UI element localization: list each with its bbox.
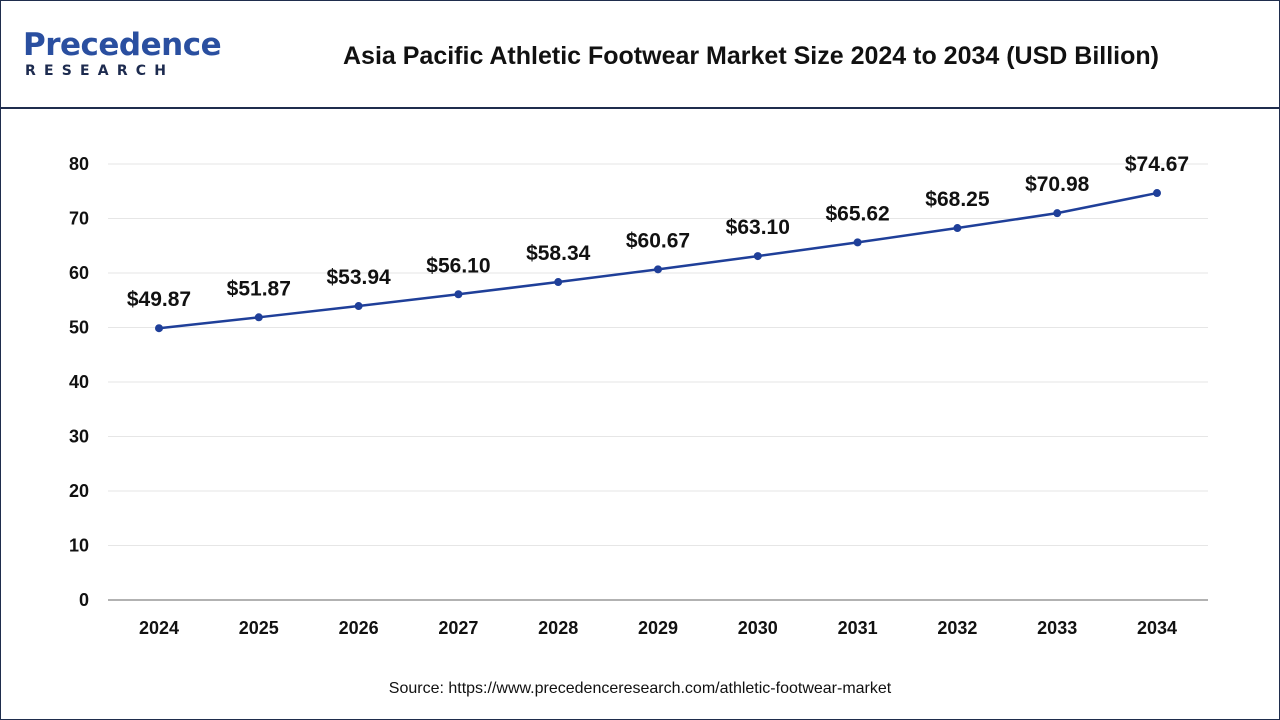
data-point xyxy=(554,278,563,287)
x-tick-label: 2032 xyxy=(937,618,977,638)
y-tick-label: 70 xyxy=(69,209,89,229)
data-label: $53.94 xyxy=(326,266,391,289)
logo-subtitle: RESEARCH xyxy=(25,63,175,79)
data-point xyxy=(1153,189,1161,198)
logo-wordmark: Precedence xyxy=(23,27,222,63)
data-label: $51.87 xyxy=(227,277,291,300)
y-tick-label: 10 xyxy=(69,536,89,556)
x-tick-label: 2024 xyxy=(139,618,179,638)
x-tick-label: 2029 xyxy=(638,618,678,638)
chart-title: Asia Pacific Athletic Footwear Market Si… xyxy=(343,42,1159,70)
data-point xyxy=(654,265,662,274)
y-tick-label: 40 xyxy=(69,372,89,392)
y-tick-label: 50 xyxy=(69,318,89,338)
data-label: $56.10 xyxy=(426,254,490,277)
x-tick-label: 2027 xyxy=(438,618,478,638)
source-note: Source: https://www.precedenceresearch.c… xyxy=(388,680,892,697)
data-label: $70.98 xyxy=(1025,173,1090,196)
data-label: $74.67 xyxy=(1125,153,1189,176)
x-tick-label: 2025 xyxy=(239,618,279,638)
x-tick-label: 2033 xyxy=(1037,618,1077,638)
y-tick-label: 80 xyxy=(69,154,89,174)
series-line xyxy=(158,191,1158,330)
header: Precedence RESEARCH Asia Pacific Athleti… xyxy=(1,1,1279,109)
data-points xyxy=(155,189,1161,333)
x-tick-label: 2030 xyxy=(738,618,778,638)
data-label: $60.67 xyxy=(626,229,690,252)
y-tick-label: 20 xyxy=(69,481,89,501)
data-label: $65.62 xyxy=(825,202,889,225)
y-tick-label: 30 xyxy=(69,427,89,447)
x-tick-label: 2031 xyxy=(838,618,878,638)
brand-logo: Precedence RESEARCH xyxy=(23,25,223,85)
data-point xyxy=(254,313,263,322)
data-point xyxy=(853,238,862,247)
data-label: $58.34 xyxy=(526,242,591,265)
data-point xyxy=(753,252,762,261)
x-tick-label: 2034 xyxy=(1137,618,1177,638)
data-label: $63.10 xyxy=(726,216,790,239)
grid-lines xyxy=(108,163,1208,546)
data-point xyxy=(454,290,463,299)
x-axis-ticks: 2024 2025 2026 2027 2028 2029 2030 2031 2032 2033… xyxy=(139,618,1177,638)
data-labels: $49.87 $51.87 $53.94 $56.10 $58.34 $60.67 $63.… xyxy=(127,153,1189,311)
y-axis-ticks: 0 10 20 30 40 50 60 70 80 xyxy=(69,154,89,610)
x-tick-label: 2028 xyxy=(538,618,578,638)
data-point xyxy=(354,302,363,311)
data-point xyxy=(953,224,962,233)
y-tick-label: 0 xyxy=(79,590,89,610)
x-tick-label: 2026 xyxy=(339,618,379,638)
data-point xyxy=(1053,209,1062,218)
data-label: $49.87 xyxy=(127,288,191,311)
y-tick-label: 60 xyxy=(69,263,89,283)
data-point xyxy=(155,324,163,333)
data-label: $68.25 xyxy=(925,188,990,211)
